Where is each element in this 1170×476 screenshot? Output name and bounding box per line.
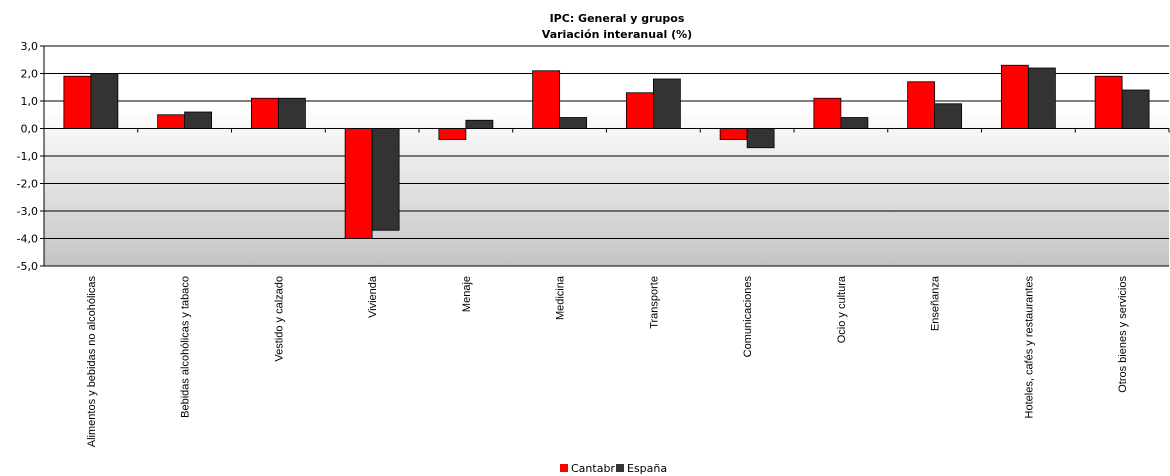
category-label: Bebidas alcohólicas y tabaco <box>180 276 192 418</box>
bar-espana <box>277 97 306 129</box>
bar-espana <box>371 128 400 231</box>
bar-cantabria <box>344 128 373 239</box>
category-label: Otros bienes y servicios <box>1117 276 1129 393</box>
y-tick-label: -3,0 <box>17 205 38 218</box>
legend-label: Cantabria <box>571 462 625 475</box>
bar-cantabria <box>719 128 748 140</box>
bar-espana <box>934 103 963 129</box>
bar-cantabria <box>157 114 186 129</box>
category-label: Alimentos y bebidas no alcohólicas <box>86 276 98 448</box>
bar-cantabria <box>63 75 92 129</box>
y-tick-label: 1,0 <box>21 95 39 108</box>
category-label: Medicina <box>555 275 567 320</box>
category-label: Transporte <box>648 276 660 329</box>
bar-espana <box>1027 67 1056 129</box>
category-label: Vivienda <box>367 275 379 318</box>
bar-cantabria <box>813 97 842 129</box>
bar-espana <box>652 78 681 129</box>
bar-espana <box>184 111 213 129</box>
category-label: Enseñanza <box>930 275 942 331</box>
legend-swatch <box>560 464 568 472</box>
bar-cantabria <box>1094 75 1123 129</box>
bar-espana <box>465 119 494 129</box>
bar-espana <box>840 117 869 129</box>
bar-cantabria <box>532 70 561 129</box>
bar-espana <box>559 117 588 129</box>
y-tick-label: -5,0 <box>17 260 38 273</box>
category-label: Menaje <box>461 276 473 312</box>
y-tick-label: 2,0 <box>21 68 39 81</box>
bar-cantabria <box>438 128 467 140</box>
bar-cantabria <box>625 92 654 129</box>
category-label: Hoteles, cafés y restaurantes <box>1023 276 1035 419</box>
category-label: Ocio y cultura <box>836 275 848 343</box>
y-tick-label: -2,0 <box>17 178 38 191</box>
chart-subtitle: Variación interanual (%) <box>542 28 692 41</box>
y-tick-label: -4,0 <box>17 233 38 246</box>
bar-espana <box>746 128 775 149</box>
y-tick-label: 0,0 <box>21 123 39 136</box>
bar-espana <box>90 73 119 129</box>
category-label: Comunicaciones <box>742 276 754 358</box>
y-tick-label: 3,0 <box>21 40 39 53</box>
legend-label: España <box>627 462 667 475</box>
y-tick-label: -1,0 <box>17 150 38 163</box>
bar-cantabria <box>250 97 279 129</box>
chart-title: IPC: General y grupos <box>550 12 685 25</box>
legend-swatch <box>616 464 624 472</box>
category-label: Vestido y calzado <box>273 276 285 362</box>
bar-cantabria <box>1000 64 1029 129</box>
bar-cantabria <box>907 81 936 129</box>
bar-espana <box>1121 89 1150 129</box>
